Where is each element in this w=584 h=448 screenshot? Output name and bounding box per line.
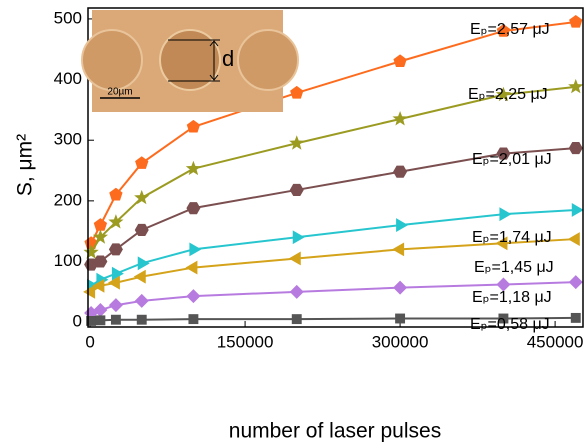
data-point xyxy=(290,184,304,196)
x-tick-label: 0 xyxy=(85,332,94,351)
data-point xyxy=(95,315,105,325)
data-point xyxy=(569,142,583,154)
series-label: Eₚ=1,74 μJ xyxy=(472,229,552,246)
data-point xyxy=(189,242,201,256)
data-point xyxy=(137,315,147,325)
data-point xyxy=(138,256,150,270)
inset-label: d xyxy=(222,46,234,71)
data-point xyxy=(290,86,303,99)
series-label: Eₚ=1,45 μJ xyxy=(474,259,554,276)
data-point xyxy=(569,15,582,28)
series-label: Eₚ=1,18 μJ xyxy=(472,289,552,306)
data-point xyxy=(393,281,407,295)
y-tick-label: 100 xyxy=(54,251,82,270)
y-axis-title: S, μm² xyxy=(14,134,37,196)
series-label: Eₚ=2,57 μJ xyxy=(470,21,550,38)
y-tick-label: 200 xyxy=(54,190,82,209)
x-axis-title: number of laser pulses xyxy=(229,420,441,443)
data-point xyxy=(135,294,149,308)
data-point xyxy=(188,314,198,324)
series-label: Eₚ=0,58 μJ xyxy=(470,316,550,333)
data-point xyxy=(134,270,146,284)
data-point xyxy=(292,314,302,324)
data-point xyxy=(185,261,197,275)
chart: d 20µm number of laser pulses S, μm² 0 15… xyxy=(0,0,584,448)
data-point xyxy=(568,232,580,246)
inset-photo: d 20µm xyxy=(82,10,298,112)
data-point xyxy=(571,313,581,323)
y-tick-label: 0 xyxy=(73,312,82,331)
y-tick-label: 400 xyxy=(54,69,82,88)
series-label: Eₚ=2,25 μJ xyxy=(468,86,548,103)
data-point xyxy=(187,120,200,133)
data-point xyxy=(572,203,584,217)
data-point xyxy=(135,156,148,169)
data-point xyxy=(569,275,583,289)
data-point xyxy=(395,314,405,324)
x-tick-label: 450000 xyxy=(527,332,584,351)
data-point xyxy=(568,79,583,93)
data-point xyxy=(186,161,201,175)
data-point xyxy=(186,289,200,303)
y-tick-label: 300 xyxy=(54,130,82,149)
data-point xyxy=(392,111,407,125)
data-point xyxy=(289,135,304,149)
data-point xyxy=(111,315,121,325)
data-point xyxy=(499,207,511,221)
data-point xyxy=(290,285,304,299)
data-point xyxy=(186,202,200,214)
data-point xyxy=(393,54,406,67)
crater xyxy=(238,30,298,90)
x-tick-label: 300000 xyxy=(372,332,429,351)
data-point xyxy=(94,218,107,231)
crater xyxy=(82,30,142,90)
series-label: Eₚ=2,01 μJ xyxy=(472,151,552,168)
data-point xyxy=(293,230,305,244)
data-point xyxy=(289,252,301,266)
y-tick-label: 500 xyxy=(54,8,82,27)
x-tick-label: 150000 xyxy=(217,332,274,351)
data-point xyxy=(396,218,408,232)
data-point xyxy=(109,298,123,312)
scale-bar-label: 20µm xyxy=(107,87,132,98)
data-point xyxy=(392,242,404,256)
data-point xyxy=(393,166,407,178)
